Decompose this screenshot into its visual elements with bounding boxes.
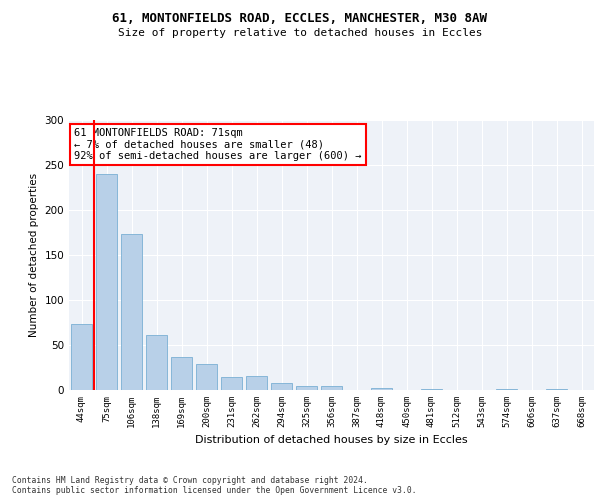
Text: Size of property relative to detached houses in Eccles: Size of property relative to detached ho… bbox=[118, 28, 482, 38]
Bar bbox=[146, 335, 167, 390]
Bar bbox=[296, 386, 317, 390]
Bar bbox=[321, 386, 342, 390]
Bar bbox=[196, 364, 217, 390]
Bar bbox=[246, 376, 267, 390]
Bar bbox=[271, 383, 292, 390]
Bar bbox=[546, 389, 567, 390]
Bar bbox=[121, 234, 142, 390]
Text: 61 MONTONFIELDS ROAD: 71sqm
← 7% of detached houses are smaller (48)
92% of semi: 61 MONTONFIELDS ROAD: 71sqm ← 7% of deta… bbox=[74, 128, 362, 162]
X-axis label: Distribution of detached houses by size in Eccles: Distribution of detached houses by size … bbox=[195, 436, 468, 446]
Bar bbox=[96, 174, 117, 390]
Bar bbox=[171, 356, 192, 390]
Bar bbox=[221, 378, 242, 390]
Text: Contains HM Land Registry data © Crown copyright and database right 2024.
Contai: Contains HM Land Registry data © Crown c… bbox=[12, 476, 416, 495]
Bar bbox=[421, 389, 442, 390]
Bar bbox=[71, 324, 92, 390]
Y-axis label: Number of detached properties: Number of detached properties bbox=[29, 173, 39, 337]
Bar bbox=[496, 389, 517, 390]
Text: 61, MONTONFIELDS ROAD, ECCLES, MANCHESTER, M30 8AW: 61, MONTONFIELDS ROAD, ECCLES, MANCHESTE… bbox=[113, 12, 487, 26]
Bar bbox=[371, 388, 392, 390]
